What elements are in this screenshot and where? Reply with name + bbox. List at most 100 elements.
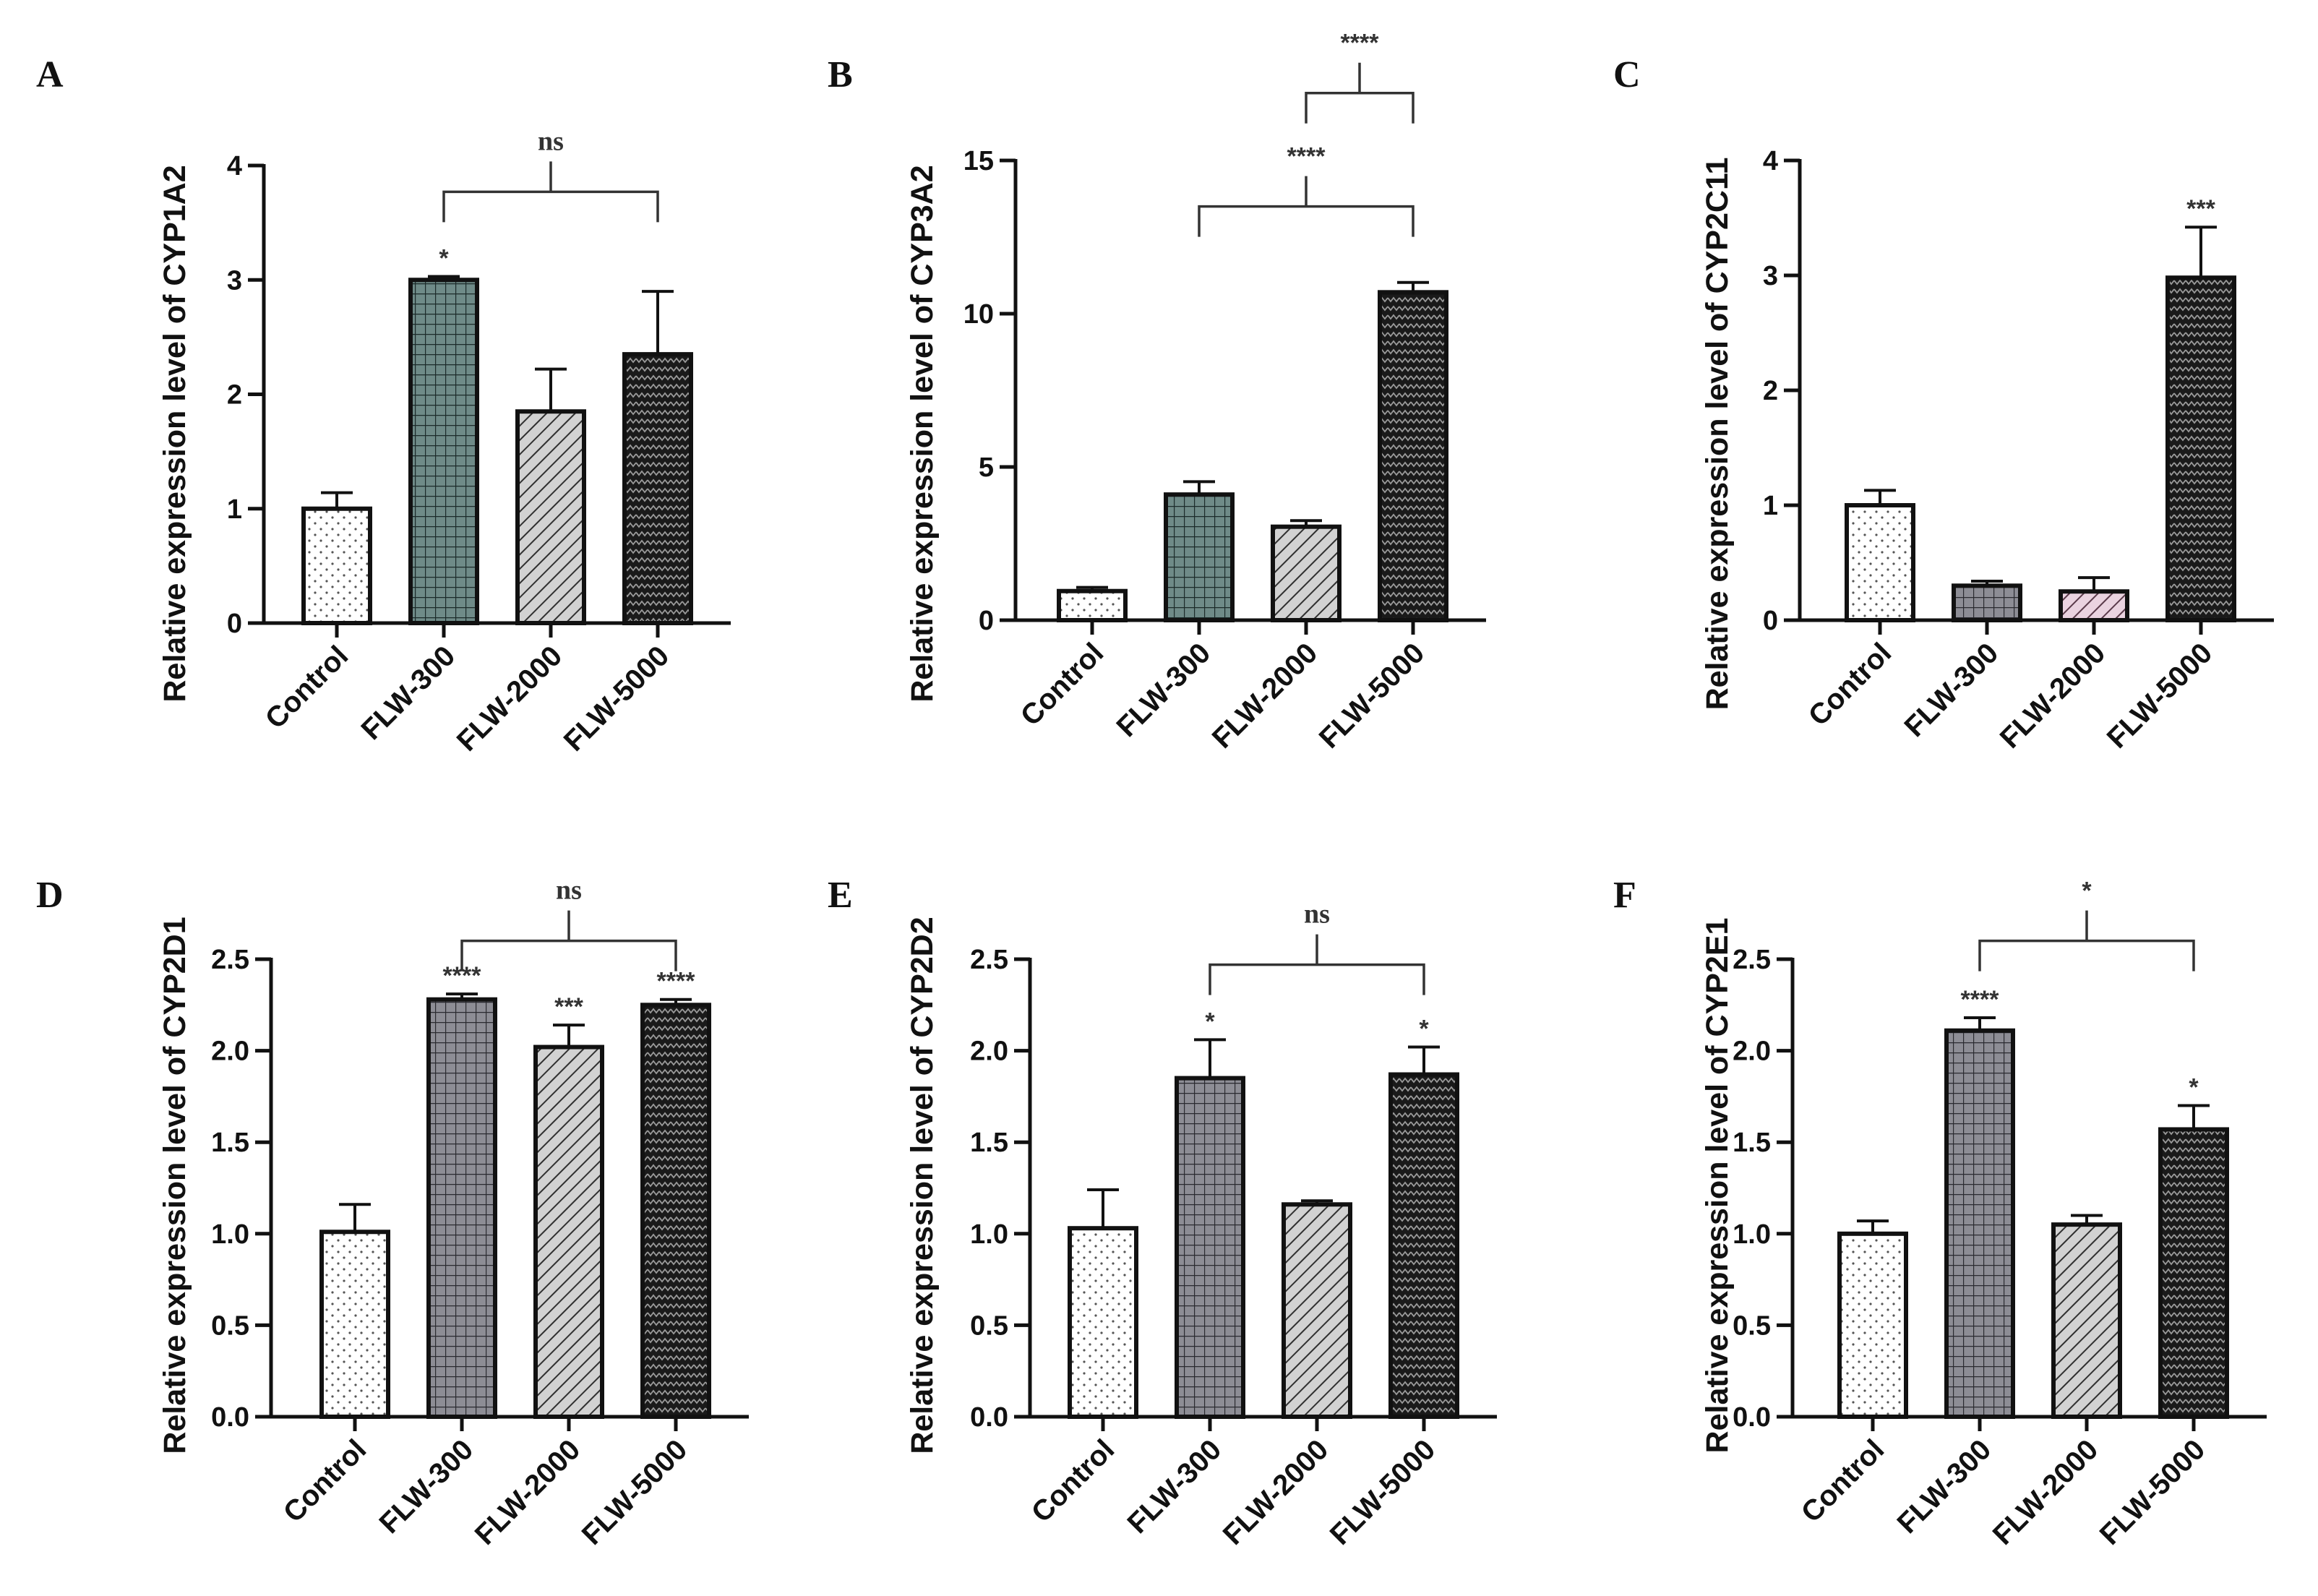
y-tick-label: 2.5 (970, 945, 1008, 975)
y-axis-title: Relative expression level of CYP2D1 (158, 917, 192, 1454)
y-tick-label: 1.0 (970, 1219, 1008, 1250)
x-tick-label: FLW-2000 (1987, 1433, 2105, 1551)
x-tick-label: FLW-2000 (469, 1433, 587, 1551)
y-tick-label: 1 (1763, 491, 1778, 521)
y-tick-label: 15 (963, 146, 994, 176)
x-tick-label: Control (1795, 1433, 1891, 1529)
bar-flw-2000 (1282, 1202, 1352, 1419)
bar-flw-5000 (2158, 1127, 2229, 1419)
y-tick-label: 2.0 (1733, 1037, 1771, 1067)
y-tick-label: 0.0 (970, 1402, 1008, 1433)
bar-control (1837, 1231, 1908, 1420)
y-tick-label: 1.5 (970, 1128, 1008, 1158)
y-tick-label: 1.5 (211, 1128, 249, 1158)
y-tick-label: 2 (1763, 376, 1778, 406)
x-tick-label: FLW-300 (1892, 1433, 1998, 1540)
y-tick-label: 2.0 (970, 1037, 1008, 1067)
x-tick-label: FLW-300 (1111, 637, 1217, 743)
bar-flw-5000 (1388, 1072, 1459, 1419)
significance-label: * (439, 245, 449, 273)
y-axis-title: Relative expression level of CYP2E1 (1700, 918, 1735, 1454)
x-tick-label: Control (278, 1433, 373, 1529)
comparison-bracket (1198, 176, 1415, 237)
x-tick-label: FLW-300 (374, 1433, 480, 1540)
x-tick-label: FLW-300 (356, 640, 462, 746)
y-tick-label: 3 (1763, 261, 1778, 291)
y-tick-label: 0.5 (970, 1310, 1008, 1341)
panel-a: A Relative expression level of CYP1A2 0 1 2 3… (36, 54, 731, 758)
y-axis-title: Relative expression level of CYP3A2 (905, 165, 940, 702)
bar-flw-2000 (2051, 1222, 2122, 1419)
y-tick-label: 2.0 (211, 1037, 249, 1067)
x-tick-label: FLW-5000 (558, 640, 676, 758)
panel-d: D Relative expression level of CYP2D1 0.0 0… (36, 875, 749, 1551)
panel-b: B Relative expression level of CYP3A2 0 5 10… (828, 30, 1486, 755)
y-tick-label: 2.5 (1733, 945, 1771, 975)
y-tick-label: 0 (227, 609, 242, 639)
bar-flw-300 (408, 278, 479, 625)
bar-flw-300 (1175, 1076, 1245, 1419)
bracket-label: ns (556, 875, 582, 906)
y-tick-label: 0 (979, 606, 994, 636)
y-tick-label: 2 (227, 380, 242, 411)
y-tick-label: 2.5 (211, 945, 249, 975)
bar-flw-5000 (2165, 275, 2236, 622)
comparison-bracket (442, 161, 659, 223)
y-tick-label: 5 (979, 452, 994, 483)
panel-letter: E (828, 875, 853, 916)
x-tick-label: Control (1026, 1433, 1121, 1529)
bar-flw-5000 (1378, 290, 1448, 622)
bracket-label: **** (1341, 30, 1380, 57)
comparison-bracket (1978, 910, 2195, 971)
x-tick-label: FLW-2000 (1994, 637, 2112, 755)
y-tick-label: 4 (1763, 146, 1778, 176)
bar-flw-300 (1944, 1028, 2015, 1420)
y-tick-label: 4 (227, 151, 242, 181)
x-tick-label: Control (259, 640, 355, 735)
panel-e: E Relative expression level of CYP2D2 0.0 0… (828, 875, 1497, 1551)
bar-control (301, 506, 372, 625)
y-tick-label: 1 (227, 494, 242, 525)
bracket-label: ns (1304, 899, 1330, 930)
y-tick-label: 0.5 (1733, 1310, 1771, 1341)
panel-c: C Relative expression level of CYP2C11 0 1 2… (1613, 54, 2274, 755)
panel-letter: C (1613, 54, 1641, 95)
bracket-label: * (2082, 878, 2092, 905)
y-tick-label: 1.5 (1733, 1128, 1771, 1158)
bar-flw-5000 (622, 352, 693, 625)
x-tick-label: FLW-300 (1122, 1433, 1228, 1540)
x-tick-label: FLW-2000 (1206, 637, 1324, 755)
bar-control (1845, 503, 1915, 622)
significance-label: * (1205, 1008, 1215, 1035)
x-tick-label: Control (1803, 637, 1898, 732)
panel-letter: F (1613, 875, 1636, 916)
significance-label: *** (554, 993, 583, 1021)
bar-flw-2000 (533, 1044, 604, 1419)
significance-label: **** (1961, 986, 2000, 1013)
bar-flw-2000 (1271, 524, 1342, 622)
significance-label: *** (2186, 195, 2215, 223)
bar-flw-300 (1164, 492, 1235, 622)
y-axis-title: Relative expression level of CYP2C11 (1700, 158, 1735, 711)
x-tick-label: FLW-300 (1899, 637, 2005, 743)
panel-letter: A (36, 54, 64, 95)
bracket-label: **** (1287, 143, 1326, 171)
x-tick-label: FLW-2000 (451, 640, 569, 758)
significance-label: * (2189, 1074, 2199, 1102)
comparison-bracket (1305, 62, 1415, 124)
bar-flw-300 (426, 997, 497, 1419)
bar-control (1068, 1226, 1138, 1419)
y-tick-label: 0 (1763, 606, 1778, 636)
bar-flw-2000 (2059, 589, 2129, 622)
x-tick-label: FLW-2000 (1217, 1433, 1335, 1551)
y-tick-label: 0.0 (211, 1402, 249, 1433)
y-tick-label: 0.5 (211, 1310, 249, 1341)
bar-flw-300 (1952, 583, 2022, 622)
bar-control (319, 1230, 390, 1419)
significance-label: **** (657, 968, 696, 995)
bar-flw-5000 (640, 1003, 711, 1420)
x-tick-label: FLW-5000 (1313, 637, 1431, 755)
x-tick-label: FLW-5000 (2101, 637, 2219, 755)
